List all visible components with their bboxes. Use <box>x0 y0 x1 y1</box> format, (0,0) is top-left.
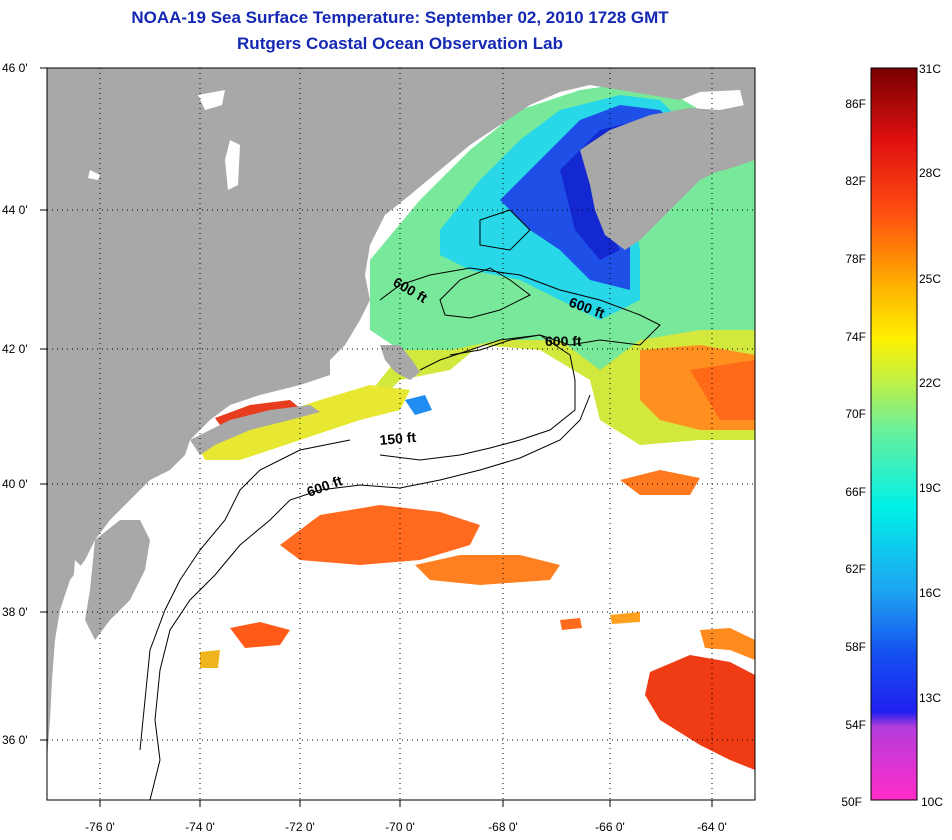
sst-se-orange <box>700 628 755 660</box>
colorbar-c-label: 10C <box>921 795 943 809</box>
contour-label: 600 ft <box>545 333 582 349</box>
colorbar-c-label: 31C <box>919 62 941 76</box>
colorbar-c-label: 28C <box>919 166 941 180</box>
land-nova-scotia <box>580 95 755 250</box>
sst-warm-red-east <box>690 360 755 420</box>
axis-ticks <box>40 67 713 807</box>
map-frame <box>46 67 756 801</box>
lake-3 <box>88 170 100 180</box>
land-delmarva <box>85 520 150 640</box>
lat-tick-label: 36 0' <box>2 733 28 747</box>
map-title: NOAA-19 Sea Surface Temperature: Septemb… <box>131 8 669 27</box>
sst-gulfstream-patch-3 <box>620 470 700 495</box>
lat-tick-label: 46 0' <box>2 61 28 75</box>
lat-tick-label: 42 0' <box>2 342 28 356</box>
colorbar-c-label: 13C <box>919 691 941 705</box>
contour-label: 150 ft <box>379 429 417 448</box>
colorbar-c-label: 22C <box>919 376 941 390</box>
colorbar-f-labels: 86F 82F 78F 74F 70F 66F 62F 58F 54F 50F <box>841 97 866 809</box>
colorbar-f-label: 62F <box>845 562 866 576</box>
sst-se-small-2 <box>610 612 640 624</box>
lon-tick-label: -68 0' <box>488 820 518 834</box>
sst-gulfstream-patch-4 <box>230 622 290 648</box>
lon-tick-label: -72 0' <box>285 820 315 834</box>
map-subtitle: Rutgers Coastal Ocean Observation Lab <box>237 34 563 53</box>
colorbar <box>870 67 918 801</box>
sst-cape-cod-blue <box>405 395 432 415</box>
lake-1 <box>198 90 225 110</box>
contour-600ft-shelf <box>149 394 591 800</box>
colorbar-c-label: 25C <box>919 272 941 286</box>
contour-150ft-georges <box>379 334 576 461</box>
lake-2 <box>225 140 240 190</box>
map-area: 600 ft 600 ft 600 ft 150 ft 600 ft <box>47 68 755 800</box>
contour-inner-shelf <box>139 439 351 751</box>
colorbar-f-label: 82F <box>845 174 866 188</box>
contour-gulf-inner <box>439 267 531 319</box>
lon-tick-label: -74 0' <box>185 820 215 834</box>
colorbar-c-labels: 31C 28C 25C 22C 19C 16C 13C 10C <box>919 62 943 809</box>
bathymetry-contours <box>139 209 661 800</box>
colorbar-c-label: 19C <box>919 481 941 495</box>
land-long-island <box>190 405 320 455</box>
lon-tick-label: -66 0' <box>595 820 625 834</box>
colorbar-f-label: 74F <box>845 330 866 344</box>
colorbar-f-label: 86F <box>845 97 866 111</box>
colorbar-f-label: 78F <box>845 252 866 266</box>
lon-tick-label: -76 0' <box>85 820 115 834</box>
colorbar-f-label: 70F <box>845 407 866 421</box>
colorbar-f-label: 58F <box>845 640 866 654</box>
lat-tick-label: 38 0' <box>2 605 28 619</box>
colorbar-f-label: 66F <box>845 485 866 499</box>
chesapeake-bay <box>62 560 85 720</box>
graticule <box>47 68 755 800</box>
colorbar-f-label: 50F <box>841 795 862 809</box>
sst-se-small <box>560 618 582 630</box>
sst-li-sound-yellow <box>200 385 410 460</box>
lat-tick-label: 44 0' <box>2 203 28 217</box>
contour-gulf-inner-2 <box>479 209 531 251</box>
colorbar-f-label: 54F <box>845 718 866 732</box>
lat-tick-label: 40 0' <box>2 477 28 491</box>
lon-tick-label: -70 0' <box>385 820 415 834</box>
sst-gulfstream-patch-5 <box>200 650 220 668</box>
lon-tick-label: -64 0' <box>697 820 727 834</box>
colorbar-c-label: 16C <box>919 586 941 600</box>
sst-se-red <box>645 655 755 770</box>
sst-gulfstream-patch-1 <box>280 505 480 565</box>
land-us-mainland <box>47 68 755 800</box>
contour-600ft-gulf <box>379 267 661 356</box>
sst-gulfstream-patch-2 <box>415 555 560 585</box>
land-cape-cod <box>380 345 420 380</box>
